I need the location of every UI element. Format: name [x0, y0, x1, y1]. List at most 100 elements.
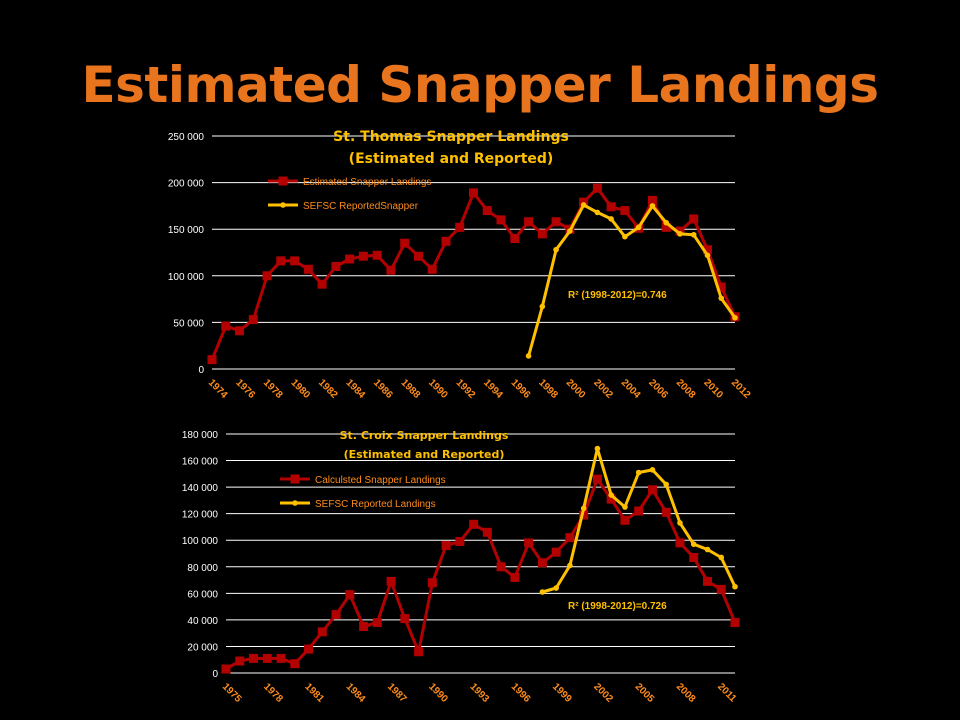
x-tick-label: 2008	[674, 681, 698, 705]
y-tick-label: 150 000	[168, 225, 205, 236]
legend-label: SEFSC ReportedSnapper	[303, 201, 419, 212]
data-point-estimated	[620, 206, 630, 216]
data-point-reported	[663, 219, 669, 226]
y-tick-label: 100 000	[182, 536, 219, 547]
data-point-reported	[690, 231, 697, 238]
y-tick-label: 120 000	[182, 510, 219, 521]
x-tick-label: 1975	[220, 681, 244, 705]
data-point-estimated	[235, 326, 245, 336]
data-point-estimated	[400, 238, 410, 248]
data-point-estimated	[647, 195, 657, 205]
r-squared-annotation: R² (1998-2012)=0.746	[568, 290, 667, 301]
data-point-estimated	[262, 271, 272, 281]
data-point-estimated	[207, 355, 217, 365]
y-tick-label: 20 000	[187, 642, 218, 653]
data-point-estimated	[345, 590, 355, 600]
data-point-estimated	[427, 578, 437, 588]
data-point-reported	[732, 314, 738, 321]
data-point-reported	[649, 203, 656, 209]
data-point-estimated	[455, 537, 465, 547]
data-point-estimated	[359, 622, 369, 632]
data-point-estimated	[689, 214, 699, 224]
x-tick-label: 2002	[591, 681, 615, 705]
data-point-estimated	[358, 251, 368, 261]
data-point-estimated	[510, 572, 520, 582]
data-point-estimated	[565, 533, 575, 543]
data-point-estimated	[592, 474, 602, 484]
data-point-reported	[608, 216, 614, 222]
data-point-estimated	[414, 647, 424, 657]
data-point-estimated	[413, 251, 423, 261]
data-point-reported	[718, 295, 725, 301]
data-point-reported	[635, 469, 642, 476]
data-point-estimated	[372, 250, 382, 260]
legend-marker-circle	[292, 500, 298, 506]
data-point-estimated	[661, 507, 671, 517]
data-point-estimated	[551, 547, 561, 557]
legend-label: SEFSC Reported Landings	[315, 499, 436, 510]
data-point-estimated	[276, 256, 286, 266]
data-point-estimated	[469, 188, 478, 198]
y-tick-label: 100 000	[168, 272, 205, 283]
x-tick-label: 1990	[426, 681, 450, 705]
data-point-estimated	[496, 215, 506, 225]
data-point-estimated	[441, 541, 451, 551]
data-point-estimated	[661, 222, 671, 232]
data-point-reported	[553, 246, 559, 253]
x-tick-label: 1987	[385, 681, 409, 705]
data-point-estimated	[290, 256, 300, 266]
data-point-estimated	[386, 576, 396, 586]
data-point-reported	[608, 492, 614, 498]
data-point-estimated	[496, 562, 506, 572]
y-tick-label: 0	[212, 669, 218, 680]
data-point-estimated	[702, 245, 712, 255]
data-point-reported	[690, 541, 697, 548]
data-point-estimated	[606, 202, 616, 212]
data-point-reported	[567, 228, 573, 234]
data-point-estimated	[455, 222, 465, 232]
x-tick-label: 1984	[344, 681, 368, 705]
data-point-estimated	[427, 264, 437, 274]
x-tick-label: 1981	[302, 681, 326, 705]
data-point-reported	[580, 505, 587, 512]
y-tick-label: 250 000	[168, 132, 205, 143]
data-point-reported	[649, 467, 656, 473]
data-point-estimated	[317, 279, 327, 289]
chart-subtitle: (Estimated and Reported)	[349, 151, 554, 167]
r-squared-annotation: R² (1998-2012)=0.726	[568, 601, 667, 612]
legend-label: Estimated Snapper Landings	[303, 177, 431, 188]
data-point-estimated	[524, 538, 534, 548]
data-point-estimated	[510, 234, 520, 244]
data-point-estimated	[482, 527, 492, 537]
x-tick-label: 2011	[715, 681, 738, 704]
page-title: Estimated Snapper Landings	[81, 56, 880, 114]
y-tick-label: 60 000	[187, 589, 218, 600]
data-point-reported	[539, 589, 546, 595]
legend-marker-square	[278, 176, 288, 186]
x-tick-label: 1993	[468, 681, 492, 705]
y-tick-label: 160 000	[182, 457, 219, 468]
data-point-estimated	[400, 614, 410, 624]
data-point-estimated	[730, 618, 740, 628]
data-point-estimated	[345, 254, 355, 264]
x-tick-label: 1996	[509, 681, 533, 705]
data-point-estimated	[592, 183, 602, 193]
data-point-estimated	[386, 265, 396, 275]
data-point-estimated	[262, 653, 272, 663]
y-tick-label: 180 000	[182, 430, 219, 441]
legend-marker-circle	[280, 202, 286, 208]
data-point-estimated	[647, 485, 657, 495]
data-point-estimated	[716, 584, 726, 594]
data-point-estimated	[675, 538, 685, 548]
data-point-estimated	[469, 519, 479, 529]
data-point-reported	[539, 303, 546, 310]
data-point-estimated	[441, 236, 451, 246]
legend-label: Calculsted Snapper Landings	[315, 475, 446, 486]
data-point-estimated	[689, 552, 699, 562]
data-point-reported	[677, 520, 683, 526]
data-point-estimated	[372, 618, 382, 628]
data-point-estimated	[249, 653, 259, 663]
data-point-estimated	[303, 264, 313, 274]
series-line-reported	[527, 203, 737, 357]
